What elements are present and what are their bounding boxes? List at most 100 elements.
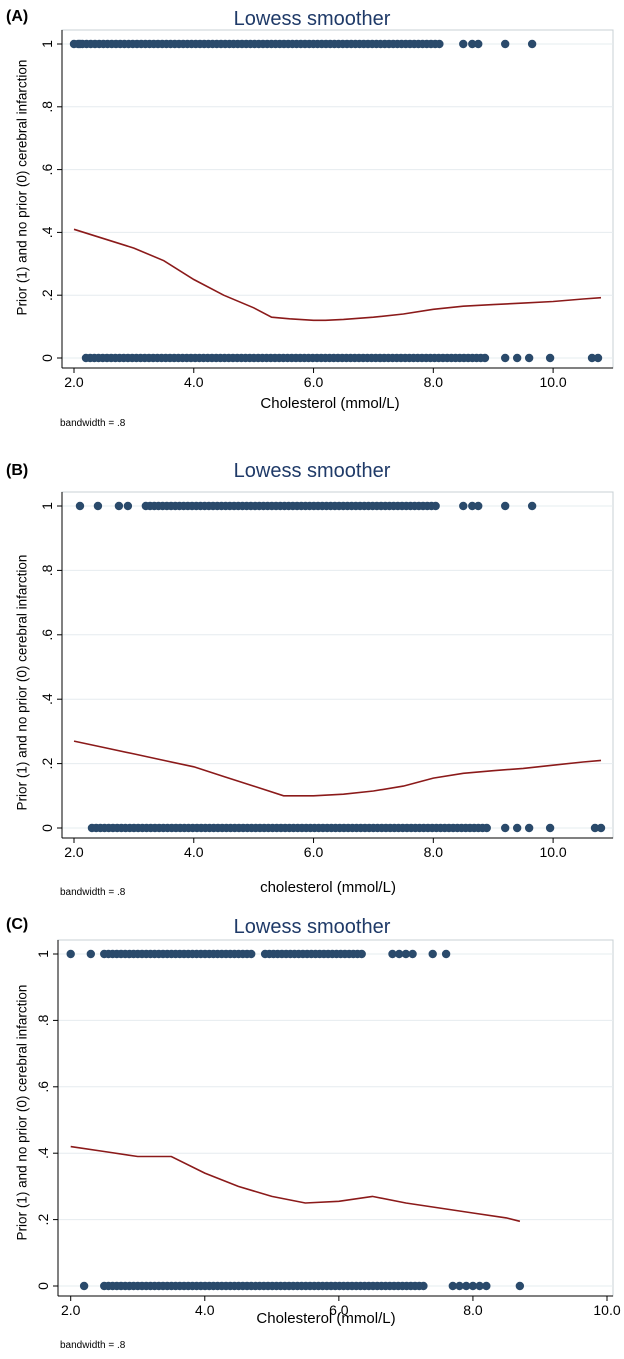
panel-letter: (A) bbox=[6, 8, 29, 25]
lowess-curve bbox=[73, 228, 602, 322]
y-tick-label: 0 bbox=[35, 1282, 51, 1290]
data-point bbox=[435, 39, 444, 49]
x-axis-label: cholesterol (mmol/L) bbox=[260, 879, 396, 896]
x-tick-label: 2.0 bbox=[64, 844, 84, 860]
plot-frame bbox=[61, 29, 614, 369]
data-point bbox=[123, 501, 133, 511]
x-tick-label: 6.0 bbox=[329, 1302, 349, 1318]
x-tick-label: 8.0 bbox=[424, 374, 444, 390]
lowess-curve bbox=[70, 1145, 521, 1223]
x-axis-label: Cholesterol (mmol/L) bbox=[256, 1310, 396, 1327]
y-tick-label: .6 bbox=[35, 1081, 51, 1093]
x-tick-label: 6.0 bbox=[304, 374, 324, 390]
y-tick-label: 1 bbox=[35, 950, 51, 958]
y-tick-label: .8 bbox=[39, 101, 55, 113]
panel-letter: (B) bbox=[6, 462, 29, 479]
data-point bbox=[593, 353, 603, 363]
x-tick-label: 4.0 bbox=[184, 844, 204, 860]
y-tick-label: .4 bbox=[39, 693, 55, 705]
bandwidth-note: bandwidth = .8 bbox=[60, 418, 126, 429]
x-tick-label: 8.0 bbox=[463, 1302, 483, 1318]
data-point bbox=[441, 949, 451, 959]
data-point bbox=[462, 1281, 471, 1291]
panel-c: (C) Lowess smoother Prior (1) and no pri… bbox=[0, 910, 624, 1359]
data-point bbox=[357, 949, 366, 959]
data-point bbox=[394, 949, 404, 959]
chart-title: Lowess smoother bbox=[233, 916, 391, 938]
data-point bbox=[247, 949, 256, 959]
y-tick-label: .4 bbox=[39, 226, 55, 238]
data-point bbox=[587, 353, 597, 363]
data-point bbox=[545, 353, 555, 363]
data-point bbox=[474, 501, 483, 511]
data-point bbox=[500, 501, 510, 511]
x-tick-label: 4.0 bbox=[184, 374, 204, 390]
data-point bbox=[401, 949, 411, 959]
data-point bbox=[114, 501, 124, 511]
x-tick-label: 4.0 bbox=[195, 1302, 215, 1318]
data-point bbox=[596, 823, 606, 833]
panel-letter: (C) bbox=[6, 916, 29, 933]
data-point bbox=[500, 823, 510, 833]
data-point bbox=[524, 353, 534, 363]
data-point bbox=[527, 501, 537, 511]
bandwidth-note: bandwidth = .8 bbox=[60, 1340, 126, 1351]
x-axis-label: Cholesterol (mmol/L) bbox=[260, 395, 400, 412]
data-point bbox=[79, 1281, 89, 1291]
plot-frame bbox=[57, 939, 614, 1297]
data-point bbox=[448, 1281, 458, 1291]
y-tick-label: .8 bbox=[35, 1014, 51, 1026]
x-tick-label: 10.0 bbox=[539, 844, 566, 860]
plot-area: 0 .2 .4 .6 .8 1 2.0 4.0 6.0 8.0 10.0 bbox=[39, 29, 614, 390]
data-point bbox=[524, 823, 534, 833]
data-point bbox=[459, 39, 468, 49]
data-point bbox=[388, 949, 397, 959]
data-point bbox=[468, 501, 477, 511]
data-point bbox=[500, 353, 510, 363]
data-point bbox=[474, 39, 483, 49]
data-point bbox=[512, 353, 522, 363]
x-tick-label: 2.0 bbox=[64, 374, 84, 390]
y-tick-label: 1 bbox=[39, 502, 55, 510]
data-point bbox=[527, 39, 537, 49]
chart-title: Lowess smoother bbox=[233, 460, 391, 482]
data-point bbox=[455, 1281, 464, 1291]
y-tick-label: .6 bbox=[39, 629, 55, 641]
y-tick-label: 0 bbox=[39, 824, 55, 832]
y-tick-label: .4 bbox=[35, 1147, 51, 1159]
y-tick-label: 1 bbox=[39, 40, 55, 48]
data-point bbox=[75, 39, 85, 49]
y-tick-label: .8 bbox=[39, 564, 55, 576]
x-tick-label: 10.0 bbox=[593, 1302, 620, 1318]
plot-area: 0 .2 .4 .6 .8 1 2.0 4.0 6.0 8.0 10.0 bbox=[39, 491, 614, 860]
data-point bbox=[480, 353, 490, 363]
data-point bbox=[468, 1281, 478, 1291]
data-point bbox=[408, 949, 417, 959]
data-point bbox=[475, 1281, 484, 1291]
y-tick-label: .2 bbox=[39, 758, 55, 770]
y-tick-label: .2 bbox=[35, 1214, 51, 1226]
y-tick-label: 0 bbox=[39, 354, 55, 362]
data-point bbox=[419, 1281, 428, 1291]
data-point bbox=[93, 501, 103, 511]
data-point bbox=[431, 501, 440, 511]
panel-b: (B) Lowess smoother Prior (1) and no pri… bbox=[0, 450, 624, 910]
y-tick-label: .6 bbox=[39, 164, 55, 176]
data-point bbox=[468, 39, 477, 49]
x-tick-label: 8.0 bbox=[424, 844, 444, 860]
data-point bbox=[482, 1281, 491, 1291]
lowess-curve bbox=[73, 740, 602, 797]
plot-area: 0 .2 .4 .6 .8 1 2.0 4.0 6.0 8.0 10.0 bbox=[35, 939, 621, 1318]
data-point bbox=[482, 823, 491, 833]
data-point bbox=[86, 949, 96, 959]
data-point bbox=[515, 1281, 525, 1291]
data-point bbox=[590, 823, 600, 833]
chart-title: Lowess smoother bbox=[233, 8, 391, 30]
data-point bbox=[500, 39, 510, 49]
panel-a: (A) Lowess smoother Prior (1) and no pri… bbox=[0, 0, 624, 440]
data-point bbox=[459, 501, 468, 511]
x-tick-label: 6.0 bbox=[304, 844, 324, 860]
x-tick-label: 2.0 bbox=[61, 1302, 81, 1318]
x-tick-label: 10.0 bbox=[539, 374, 566, 390]
data-point bbox=[512, 823, 522, 833]
